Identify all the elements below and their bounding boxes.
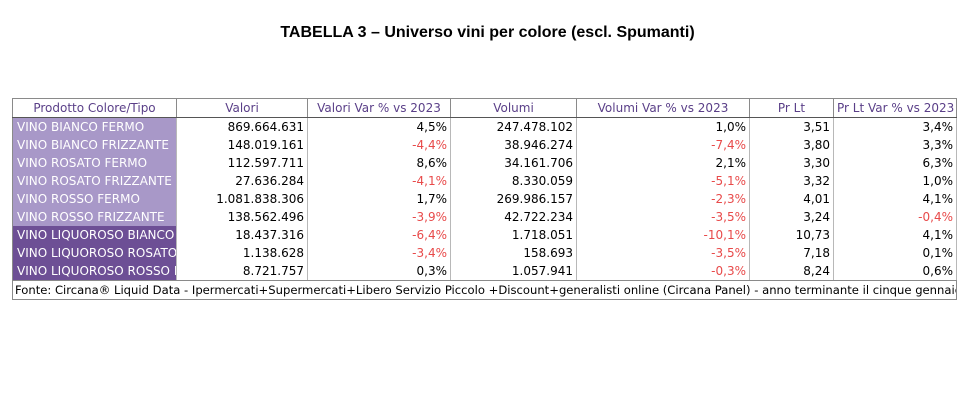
cell-product: VINO LIQUOROSO ROSSO I <box>12 262 177 281</box>
cell-pr-lt-var: 1,0% <box>833 172 957 190</box>
cell-pr-lt-var: 3,4% <box>833 117 957 136</box>
cell-volumi-var: -3,5% <box>576 244 750 262</box>
cell-product: VINO BIANCO FERMO <box>12 117 177 136</box>
cell-pr-lt: 3,24 <box>749 208 834 226</box>
table-row: VINO LIQUOROSO BIANCO 18.437.316 -6,4% 1.71… <box>12 226 957 244</box>
table-row: VINO ROSATO FERMO 112.597.711 8,6% 34.161.7… <box>12 154 957 172</box>
cell-volumi-var: -3,5% <box>576 208 750 226</box>
cell-pr-lt: 10,73 <box>749 226 834 244</box>
cell-valori-var: -3,4% <box>307 244 451 262</box>
cell-volumi: 8.330.059 <box>450 172 577 190</box>
cell-volumi-var: -7,4% <box>576 136 750 154</box>
source-note: Fonte: Circana® Liquid Data - Ipermercat… <box>12 280 957 300</box>
cell-pr-lt: 7,18 <box>749 244 834 262</box>
cell-valori: 1.081.838.306 <box>176 190 308 208</box>
cell-volumi: 269.986.157 <box>450 190 577 208</box>
source-row: Fonte: Circana® Liquid Data - Ipermercat… <box>12 280 957 300</box>
header-product: Prodotto Colore/Tipo <box>12 98 177 118</box>
cell-valori-var: 4,5% <box>307 117 451 136</box>
cell-valori: 869.664.631 <box>176 117 308 136</box>
cell-volumi: 34.161.706 <box>450 154 577 172</box>
cell-valori-var: -6,4% <box>307 226 451 244</box>
cell-volumi: 42.722.234 <box>450 208 577 226</box>
cell-volumi: 1.057.941 <box>450 262 577 281</box>
cell-valori: 18.437.316 <box>176 226 308 244</box>
cell-valori-var: 8,6% <box>307 154 451 172</box>
cell-valori: 8.721.757 <box>176 262 308 281</box>
cell-volumi: 1.718.051 <box>450 226 577 244</box>
table-row: VINO ROSSO FERMO 1.081.838.306 1,7% 269.986… <box>12 190 957 208</box>
cell-pr-lt-var: 0,6% <box>833 262 957 281</box>
cell-product: VINO ROSATO FERMO <box>12 154 177 172</box>
header-valori-var: Valori Var % vs 2023 <box>307 98 451 118</box>
cell-pr-lt: 3,30 <box>749 154 834 172</box>
cell-pr-lt: 3,51 <box>749 117 834 136</box>
cell-product: VINO ROSATO FRIZZANTE <box>12 172 177 190</box>
cell-valori: 138.562.496 <box>176 208 308 226</box>
cell-valori-var: 1,7% <box>307 190 451 208</box>
table-body: VINO BIANCO FERMO 869.664.631 4,5% 247.478.… <box>12 117 957 281</box>
header-pr-lt: Pr Lt <box>749 98 834 118</box>
cell-volumi-var: -10,1% <box>576 226 750 244</box>
cell-pr-lt-var: 0,1% <box>833 244 957 262</box>
cell-pr-lt-var: -0,4% <box>833 208 957 226</box>
cell-valori: 27.636.284 <box>176 172 308 190</box>
cell-volumi: 158.693 <box>450 244 577 262</box>
cell-pr-lt-var: 4,1% <box>833 190 957 208</box>
header-volumi: Volumi <box>450 98 577 118</box>
page-title: TABELLA 3 – Universo vini per colore (es… <box>280 24 695 41</box>
cell-valori-var: -4,4% <box>307 136 451 154</box>
cell-pr-lt-var: 3,3% <box>833 136 957 154</box>
cell-pr-lt: 8,24 <box>749 262 834 281</box>
cell-valori-var: -4,1% <box>307 172 451 190</box>
cell-product: VINO BIANCO FRIZZANTE <box>12 136 177 154</box>
cell-valori: 112.597.711 <box>176 154 308 172</box>
cell-pr-lt-var: 4,1% <box>833 226 957 244</box>
cell-pr-lt: 4,01 <box>749 190 834 208</box>
table-row: VINO BIANCO FRIZZANTE 148.019.161 -4,4% 38.… <box>12 136 957 154</box>
header-pr-lt-var: Pr Lt Var % vs 2023 <box>833 98 957 118</box>
cell-product: VINO LIQUOROSO BIANCO <box>12 226 177 244</box>
cell-valori: 148.019.161 <box>176 136 308 154</box>
cell-volumi-var: 2,1% <box>576 154 750 172</box>
cell-product: VINO LIQUOROSO ROSATO <box>12 244 177 262</box>
cell-volumi-var: -5,1% <box>576 172 750 190</box>
cell-pr-lt-var: 6,3% <box>833 154 957 172</box>
cell-volumi-var: -0,3% <box>576 262 750 281</box>
cell-pr-lt: 3,32 <box>749 172 834 190</box>
cell-product: VINO ROSSO FRIZZANTE <box>12 208 177 226</box>
cell-volumi-var: -2,3% <box>576 190 750 208</box>
cell-valori-var: 0,3% <box>307 262 451 281</box>
cell-volumi: 38.946.274 <box>450 136 577 154</box>
wine-table: Prodotto Colore/Tipo Valori Valori Var %… <box>12 98 957 300</box>
table-row: VINO LIQUOROSO ROSSO I 8.721.757 0,3% 1.057… <box>12 262 957 281</box>
table-row: VINO ROSATO FRIZZANTE 27.636.284 -4,1% 8.33… <box>12 172 957 190</box>
table-row: VINO BIANCO FERMO 869.664.631 4,5% 247.478.… <box>12 117 957 136</box>
header-row: Prodotto Colore/Tipo Valori Valori Var %… <box>12 98 957 118</box>
table-row: VINO LIQUOROSO ROSATO 1.138.628 -3,4% 158.6… <box>12 244 957 262</box>
table-row: VINO ROSSO FRIZZANTE 138.562.496 -3,9% 42.7… <box>12 208 957 226</box>
cell-product: VINO ROSSO FERMO <box>12 190 177 208</box>
header-volumi-var: Volumi Var % vs 2023 <box>576 98 750 118</box>
cell-volumi: 247.478.102 <box>450 117 577 136</box>
cell-valori-var: -3,9% <box>307 208 451 226</box>
cell-valori: 1.138.628 <box>176 244 308 262</box>
header-valori: Valori <box>176 98 308 118</box>
cell-volumi-var: 1,0% <box>576 117 750 136</box>
cell-pr-lt: 3,80 <box>749 136 834 154</box>
